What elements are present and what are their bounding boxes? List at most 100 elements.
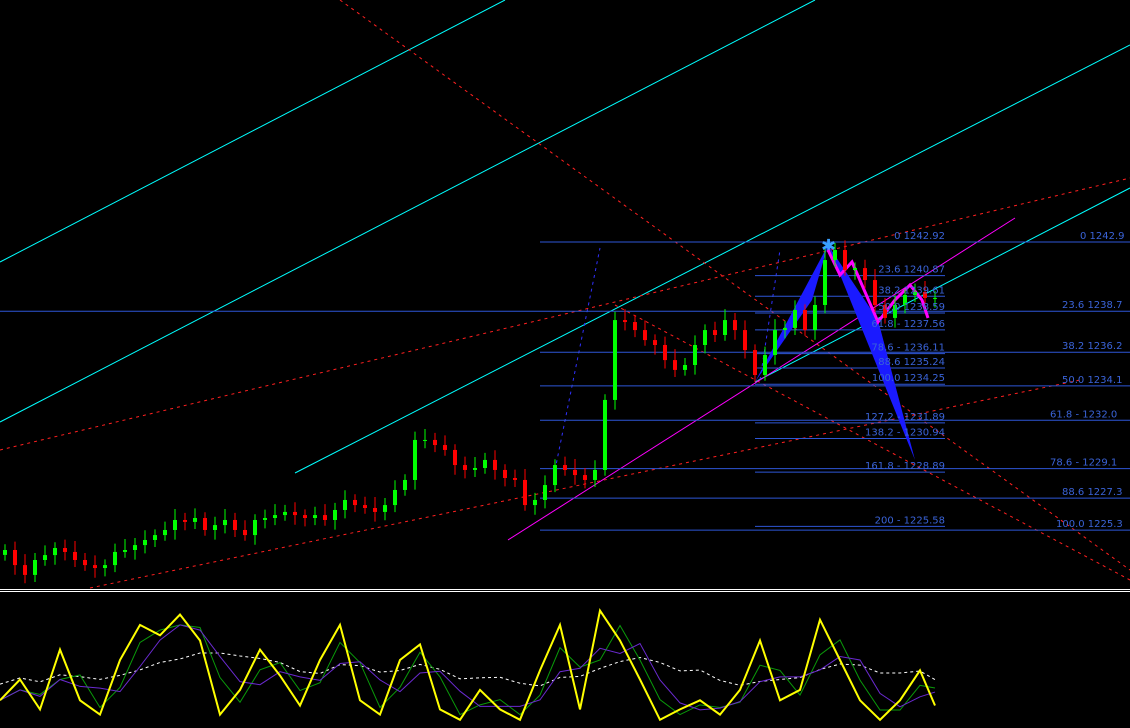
candle-body[interactable]: [583, 475, 587, 480]
candle-body[interactable]: [303, 515, 307, 519]
candle-body[interactable]: [743, 330, 747, 351]
candle-body[interactable]: [573, 469, 577, 476]
candle-body[interactable]: [753, 350, 757, 376]
candle-body[interactable]: [693, 344, 697, 365]
candle-body[interactable]: [563, 465, 567, 470]
candle-body[interactable]: [273, 515, 277, 519]
candle-body[interactable]: [83, 559, 87, 566]
candle-body[interactable]: [373, 508, 377, 512]
candle-body[interactable]: [613, 320, 617, 400]
candle-body[interactable]: [533, 499, 537, 506]
candle-body[interactable]: [13, 549, 17, 566]
candle-body[interactable]: [423, 439, 427, 441]
candle-body[interactable]: [403, 479, 407, 490]
candle-body[interactable]: [113, 551, 117, 566]
candle-body[interactable]: [293, 511, 297, 516]
candle-body[interactable]: [493, 459, 497, 470]
pattern-trendline[interactable]: [507, 217, 1016, 541]
candle-body[interactable]: [383, 505, 387, 512]
candle-body[interactable]: [183, 519, 187, 522]
candle-body[interactable]: [933, 297, 937, 299]
candle-body[interactable]: [413, 439, 417, 480]
candle-body[interactable]: [523, 479, 527, 506]
candle-body[interactable]: [253, 519, 257, 536]
candle-body[interactable]: [133, 545, 137, 550]
candle-body[interactable]: [553, 465, 557, 486]
candle-body[interactable]: [33, 559, 37, 575]
candle-body[interactable]: [893, 304, 897, 318]
candle-body[interactable]: [43, 555, 47, 560]
candle-body[interactable]: [733, 320, 737, 331]
candle-body[interactable]: [173, 519, 177, 530]
panel-separator[interactable]: [0, 589, 1130, 592]
candle-body[interactable]: [853, 268, 857, 271]
candle-body[interactable]: [483, 459, 487, 468]
candle-body[interactable]: [783, 327, 787, 331]
channel-line-mid[interactable]: [0, 0, 816, 423]
candle-body[interactable]: [803, 310, 807, 331]
candle-body[interactable]: [243, 529, 247, 536]
candle-body[interactable]: [3, 549, 7, 555]
candle-body[interactable]: [73, 551, 77, 560]
candle-body[interactable]: [543, 485, 547, 500]
candle-body[interactable]: [433, 439, 437, 446]
candle-body[interactable]: [843, 250, 847, 271]
candle-body[interactable]: [713, 330, 717, 335]
candle-body[interactable]: [723, 320, 727, 335]
candle-body[interactable]: [143, 539, 147, 546]
candle-body[interactable]: [63, 548, 67, 552]
candle-body[interactable]: [93, 565, 97, 569]
candle-body[interactable]: [23, 565, 27, 575]
candle-body[interactable]: [653, 340, 657, 345]
candle-body[interactable]: [903, 294, 907, 305]
candle-body[interactable]: [123, 549, 127, 552]
candle-body[interactable]: [503, 469, 507, 478]
candle-body[interactable]: [283, 511, 287, 516]
candle-body[interactable]: [163, 529, 167, 536]
candle-body[interactable]: [673, 360, 677, 370]
candle-body[interactable]: [443, 445, 447, 450]
candle-body[interactable]: [353, 499, 357, 506]
candle-body[interactable]: [763, 354, 767, 376]
candle-body[interactable]: [703, 330, 707, 345]
candle-body[interactable]: [153, 535, 157, 540]
channel-line-lower[interactable]: [294, 44, 1130, 474]
candle-body[interactable]: [463, 465, 467, 470]
candle-body[interactable]: [593, 469, 597, 480]
candle-body[interactable]: [323, 515, 327, 520]
trend-line-down[interactable]: [339, 0, 1130, 571]
candle-body[interactable]: [643, 330, 647, 341]
channel-line-short[interactable]: [754, 187, 1130, 383]
channel-line-upper[interactable]: [0, 0, 506, 263]
candle-body[interactable]: [873, 280, 877, 305]
candle-body[interactable]: [513, 477, 517, 480]
price-chart[interactable]: ✱ 0 1242.923.6 1238.738.2 1236.250.0 123…: [0, 0, 1130, 590]
candle-body[interactable]: [53, 548, 57, 556]
candle-body[interactable]: [603, 399, 607, 470]
candle-body[interactable]: [343, 499, 347, 510]
candle-body[interactable]: [663, 344, 667, 361]
candle-body[interactable]: [883, 304, 887, 318]
candle-body[interactable]: [683, 365, 687, 370]
candle-body[interactable]: [633, 322, 637, 331]
candle-body[interactable]: [393, 489, 397, 506]
candle-body[interactable]: [363, 505, 367, 509]
candle-body[interactable]: [823, 260, 827, 305]
candle-body[interactable]: [263, 518, 267, 520]
candle-body[interactable]: [833, 250, 837, 261]
candle-body[interactable]: [453, 449, 457, 466]
candle-body[interactable]: [813, 304, 817, 331]
candle-body[interactable]: [623, 320, 627, 323]
candle-body[interactable]: [103, 565, 107, 569]
candle-body[interactable]: [233, 519, 237, 530]
candle-body[interactable]: [223, 519, 227, 526]
trend-line-up-1[interactable]: [0, 177, 1130, 451]
candle-body[interactable]: [913, 292, 917, 295]
candle-body[interactable]: [193, 518, 197, 522]
candle-body[interactable]: [773, 330, 777, 355]
trend-line-blue[interactable]: [554, 247, 601, 471]
candle-body[interactable]: [213, 525, 217, 530]
candle-body[interactable]: [313, 515, 317, 519]
candle-body[interactable]: [203, 518, 207, 530]
candle-body[interactable]: [793, 310, 797, 328]
